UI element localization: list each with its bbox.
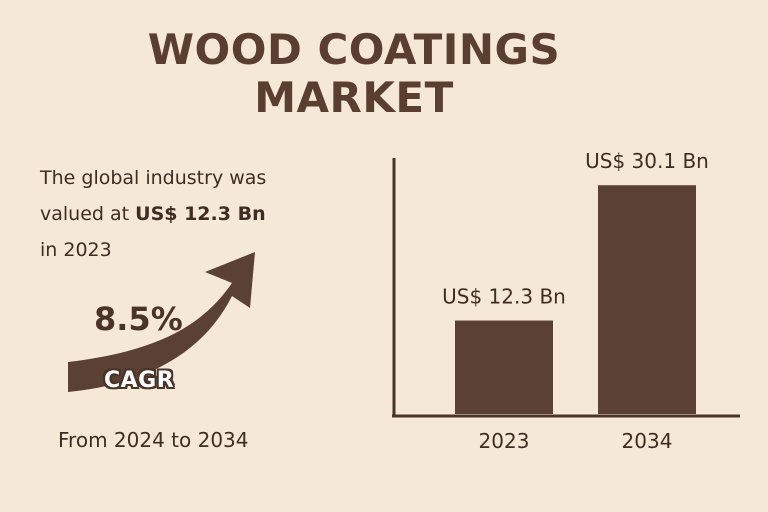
cagr-value: 8.5% [94, 300, 183, 338]
market-summary: The global industry was valued at US$ 12… [40, 160, 340, 268]
summary-line-1: The global industry was [40, 167, 267, 189]
x-tick-label-2023: 2023 [479, 429, 530, 453]
data-label-2034: US$ 30.1 Bn [585, 149, 709, 173]
summary-line-2: valued at US$ 12.3 Bn [40, 196, 340, 232]
data-label-2023: US$ 12.3 Bn [442, 285, 566, 309]
cagr-label: CAGR [104, 368, 175, 393]
title-line-2: MARKET [254, 73, 454, 122]
bar-2034 [598, 185, 696, 414]
summary-value: US$ 12.3 Bn [135, 203, 266, 225]
summary-line-3: in 2023 [40, 239, 112, 261]
growth-arrow-shape [68, 252, 255, 392]
page-title: WOOD COATINGS MARKET [0, 26, 708, 122]
summary-prefix: valued at [40, 203, 136, 225]
bars-group: US$ 12.3 Bn 2023 US$ 30.1 Bn 2034 [442, 149, 709, 453]
x-tick-label-2034: 2034 [622, 429, 673, 453]
cagr-period: From 2024 to 2034 [58, 428, 249, 452]
title-line-1: WOOD COATINGS [147, 25, 561, 74]
bar-2023 [455, 320, 553, 414]
